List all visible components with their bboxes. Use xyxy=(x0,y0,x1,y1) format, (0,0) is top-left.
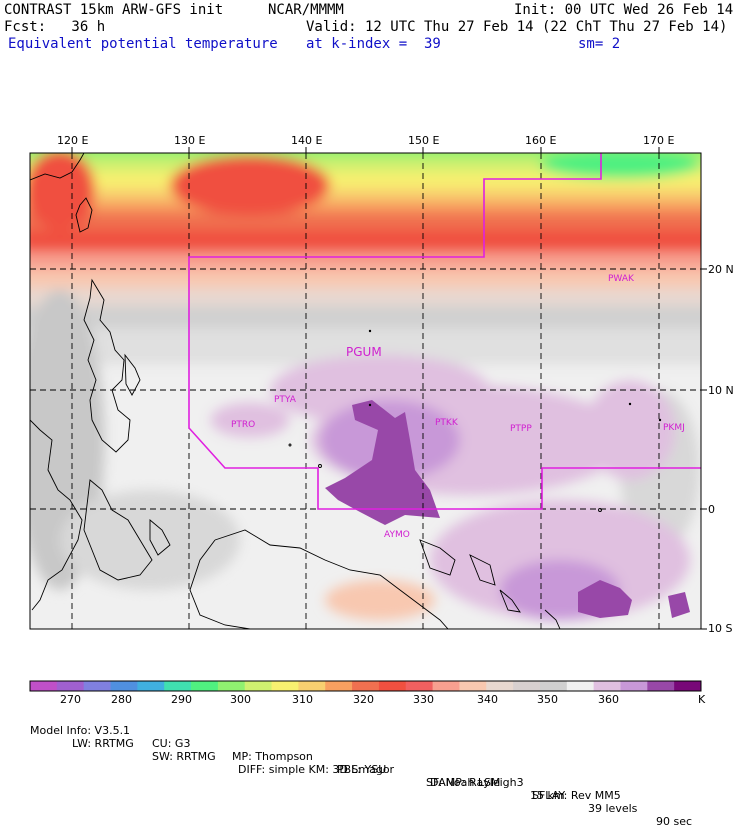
footer-timestep: 90 sec xyxy=(656,815,693,828)
colorbar-swatch xyxy=(593,681,621,691)
colorbar-swatch xyxy=(137,681,165,691)
station-ptro: PTRO xyxy=(231,420,255,430)
valid-time: Valid: 12 UTC Thu 27 Feb 14 (22 ChT Thu … xyxy=(306,19,728,35)
colorbar-swatch xyxy=(110,681,138,691)
map-frame xyxy=(29,152,702,630)
footer-damp: DAMP: Rayleigh3 xyxy=(430,776,524,789)
region-boundary xyxy=(188,153,701,510)
model-title: CONTRAST 15km ARW-GFS init xyxy=(4,2,224,18)
cb-label-300: 300 xyxy=(230,693,251,706)
footer-line-2: LW: RRTMG SW: RRTMG DIFF: simple KM: 3D … xyxy=(30,724,621,802)
colorbar-swatch xyxy=(298,681,326,691)
cb-label-280: 280 xyxy=(111,693,132,706)
lon-label-140e: 140 E xyxy=(291,134,323,147)
theta-e-map: PGUM PTYA PTRO PTKK PTPP PKMJ PWAK AYMO xyxy=(29,147,707,692)
cb-label-270: 270 xyxy=(60,693,81,706)
lat-label-20n: 20 N xyxy=(708,263,734,276)
cb-label-340: 340 xyxy=(477,693,498,706)
colorbar-swatch xyxy=(432,681,460,691)
station-pwak: PWAK xyxy=(608,274,635,284)
footer-model-info: Model Info: V3.5.1 xyxy=(30,724,131,737)
footer-levels: 39 levels xyxy=(588,802,638,815)
colorbar xyxy=(29,680,702,692)
org-label: NCAR/MMMM xyxy=(268,2,344,18)
lat-label-0: 0 xyxy=(708,503,715,516)
colorbar-swatch xyxy=(271,681,299,691)
station-pgum: PGUM xyxy=(346,345,382,359)
colorbar-swatch xyxy=(674,681,702,691)
cb-label-360: 360 xyxy=(598,693,619,706)
footer-cu: CU: G3 xyxy=(152,737,191,750)
smoothing-info: sm= 2 xyxy=(578,36,621,52)
cb-label-310: 310 xyxy=(292,693,313,706)
colorbar-swatch xyxy=(217,681,246,691)
station-pkmj: PKMJ xyxy=(663,423,685,433)
lat-label-10s: 10 S xyxy=(708,622,733,635)
colorbar-swatch xyxy=(244,681,273,691)
colorbar-swatch xyxy=(83,681,112,691)
colorbar-swatch xyxy=(164,681,192,691)
shaded-field xyxy=(30,153,701,629)
field-name: Equivalent potential temperature xyxy=(8,36,278,52)
lon-label-130e: 130 E xyxy=(174,134,206,147)
station-aymo: AYMO xyxy=(384,530,410,540)
colorbar-swatch xyxy=(566,681,595,691)
station-ptya: PTYA xyxy=(274,395,297,405)
init-time: Init: 00 UTC Wed 26 Feb 14 xyxy=(514,2,734,18)
colorbar-swatch xyxy=(405,681,434,691)
colorbar-swatch xyxy=(513,681,541,691)
cb-label-350: 350 xyxy=(537,693,558,706)
colorbar-swatch xyxy=(486,681,514,691)
footer-sflay: SFLAY: Rev MM5 xyxy=(532,789,621,802)
station-ptpp: PTPP xyxy=(510,424,532,434)
colorbar-swatch xyxy=(539,681,568,691)
station-ptkk: PTKK xyxy=(435,418,459,428)
footer-mp: MP: Thompson xyxy=(232,750,313,763)
footer-lw: LW: RRTMG xyxy=(72,737,134,750)
lat-label-10n: 10 N xyxy=(708,384,734,397)
lon-label-120e: 120 E xyxy=(57,134,89,147)
forecast-hour: Fcst: 36 h xyxy=(4,19,106,35)
colorbar-swatch xyxy=(620,681,648,691)
cb-label-330: 330 xyxy=(413,693,434,706)
coastlines xyxy=(30,153,602,629)
cb-label-320: 320 xyxy=(353,693,374,706)
lon-label-150e: 150 E xyxy=(408,134,440,147)
footer-diff: DIFF: simple KM: 3D Smagor xyxy=(238,763,395,776)
cb-label-290: 290 xyxy=(171,693,192,706)
colorbar-swatch xyxy=(191,681,219,691)
footer-sw: SW: RRTMG xyxy=(152,750,216,763)
cb-unit: K xyxy=(698,693,706,706)
colorbar-swatch xyxy=(325,681,353,691)
level-info: at k-index = 39 xyxy=(306,36,441,52)
colorbar-swatch xyxy=(378,681,407,691)
colorbar-swatch xyxy=(459,681,487,691)
colorbar-swatch xyxy=(352,681,380,691)
colorbar-swatch xyxy=(647,681,675,691)
colorbar-swatch xyxy=(56,681,85,691)
lon-label-170e: 170 E xyxy=(643,134,675,147)
colorbar-frame xyxy=(29,680,702,692)
lon-label-160e: 160 E xyxy=(525,134,557,147)
colorbar-swatch xyxy=(30,681,58,691)
